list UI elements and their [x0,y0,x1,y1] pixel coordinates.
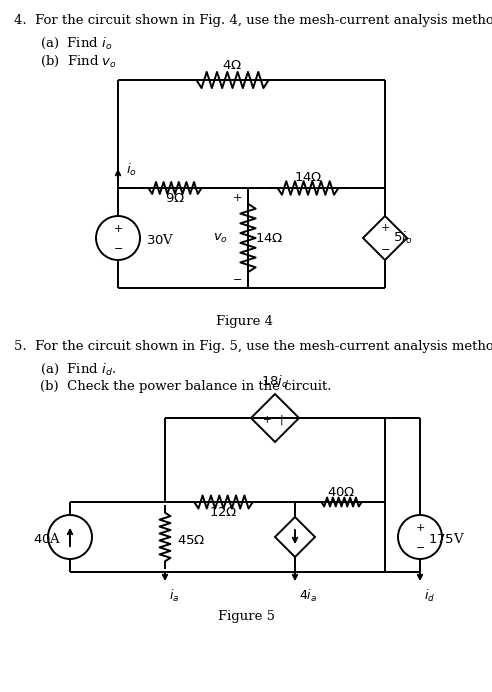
Text: $45\Omega$: $45\Omega$ [177,534,206,547]
Text: (a)  Find $i_d$.: (a) Find $i_d$. [40,362,116,377]
Text: (b)  Find $v_o$: (b) Find $v_o$ [40,54,117,69]
Text: $i_a$: $i_a$ [169,588,179,604]
Text: $i_o$: $i_o$ [126,162,137,178]
Text: $9\Omega$: $9\Omega$ [165,192,185,205]
Text: $14\Omega$: $14\Omega$ [294,171,322,184]
Text: $-$: $-$ [380,243,390,253]
Text: $175$V: $175$V [428,532,465,546]
Text: +: + [415,523,425,533]
Text: $4i_a$: $4i_a$ [299,588,317,604]
Text: $40\Omega$: $40\Omega$ [327,486,355,499]
Text: $5i_o$: $5i_o$ [393,230,412,246]
Text: $4\Omega$: $4\Omega$ [222,59,242,72]
Text: 5.  For the circuit shown in Fig. 5, use the mesh-current analysis method to:: 5. For the circuit shown in Fig. 5, use … [14,340,492,353]
Text: +: + [263,415,271,425]
Text: $18i_d$: $18i_d$ [261,374,289,390]
Text: Figure 5: Figure 5 [217,610,275,623]
Text: |: | [279,415,283,426]
Text: $30$V: $30$V [146,233,175,247]
Text: $12\Omega$: $12\Omega$ [209,506,237,519]
Text: Figure 4: Figure 4 [216,315,274,328]
Text: $-$: $-$ [415,541,425,551]
Text: +: + [113,224,123,234]
Text: +: + [380,223,390,233]
Text: $-$: $-$ [232,273,242,283]
Text: 4.  For the circuit shown in Fig. 4, use the mesh-current analysis method to:: 4. For the circuit shown in Fig. 4, use … [14,14,492,27]
Text: $14\Omega$: $14\Omega$ [255,232,283,244]
Text: $v_o$: $v_o$ [213,231,228,244]
Text: +: + [233,193,242,203]
Text: $-$: $-$ [113,242,123,252]
Text: $i_d$: $i_d$ [424,588,435,604]
Text: (a)  Find $i_o$: (a) Find $i_o$ [40,36,112,51]
Text: $40$A: $40$A [33,532,62,546]
Text: (b)  Check the power balance in the circuit.: (b) Check the power balance in the circu… [40,380,332,393]
